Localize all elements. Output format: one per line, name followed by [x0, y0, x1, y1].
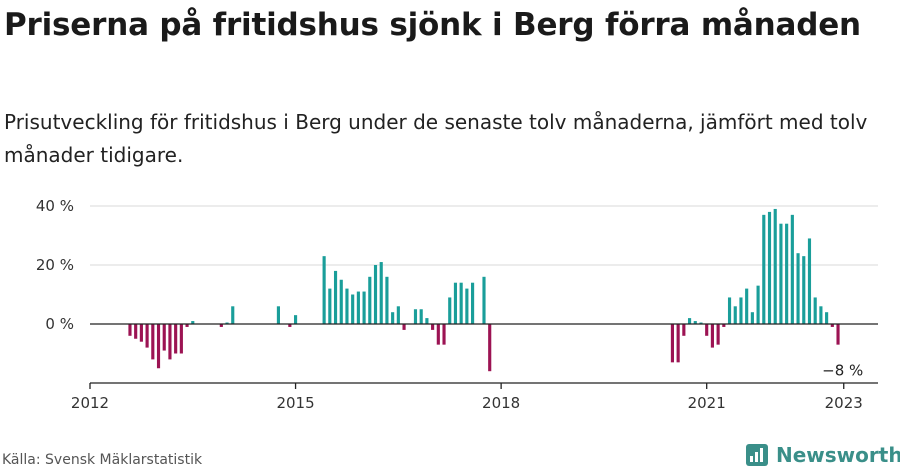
bar	[767, 211, 772, 324]
bar	[231, 306, 235, 324]
bar	[368, 276, 372, 324]
bar	[413, 309, 418, 324]
bar	[396, 306, 400, 324]
bar	[288, 324, 292, 327]
bar	[745, 288, 749, 324]
bar	[750, 312, 754, 324]
bar	[134, 324, 138, 339]
bar	[830, 324, 834, 327]
bar	[442, 324, 446, 345]
bar	[693, 321, 697, 324]
bar	[322, 256, 326, 324]
bar	[448, 297, 452, 324]
x-tick-label: 2018	[482, 394, 520, 412]
bar	[419, 309, 423, 324]
bar	[139, 324, 143, 342]
bar	[431, 324, 435, 330]
bar	[682, 324, 686, 336]
bar	[790, 214, 794, 324]
bar	[459, 282, 463, 324]
bar	[807, 238, 812, 324]
bar	[156, 324, 161, 369]
bar	[162, 324, 166, 351]
x-tick-label: 2023	[825, 394, 863, 412]
bar	[373, 265, 378, 324]
bar	[773, 208, 777, 324]
bar	[687, 318, 692, 324]
bar	[168, 324, 172, 360]
bar	[699, 322, 703, 324]
chart-title: Priserna på fritidshus sjönk i Berg förr…	[4, 7, 861, 43]
bar	[825, 312, 829, 324]
y-tick-label: 40 %	[36, 197, 74, 215]
bar	[333, 270, 338, 324]
bar	[345, 288, 349, 324]
bar	[739, 297, 743, 324]
bar	[425, 318, 429, 324]
bar-chart-icon	[746, 444, 768, 466]
bar	[179, 324, 183, 354]
bar	[276, 306, 280, 324]
bar	[762, 214, 766, 324]
bar	[379, 262, 383, 324]
bar	[802, 256, 806, 324]
bar	[356, 291, 360, 324]
bar	[670, 324, 674, 363]
y-tick-label: 20 %	[36, 256, 74, 274]
bar-chart: 0 % 20 % 40 % 2012 2015 2018 2021 2023 −8 %	[36, 197, 878, 412]
bar	[727, 297, 732, 324]
bar	[453, 282, 458, 324]
source-note: Källa: Svensk Mäklarstatistik	[2, 452, 203, 468]
bar	[174, 324, 178, 354]
bar	[836, 324, 840, 345]
bar	[293, 315, 298, 324]
bar	[733, 306, 737, 324]
bar	[225, 322, 229, 324]
brand-logo: Newsworthy	[746, 443, 900, 467]
bar	[710, 324, 714, 348]
bar	[705, 324, 709, 336]
bar	[436, 324, 440, 345]
bar	[785, 223, 789, 324]
bar	[813, 297, 817, 324]
bar	[219, 324, 223, 327]
last-value-label: −8 %	[822, 362, 863, 380]
x-tick-label: 2012	[71, 394, 109, 412]
bar	[191, 321, 195, 324]
bar	[128, 324, 132, 336]
y-tick-label: 0 %	[45, 315, 74, 333]
bar	[756, 285, 760, 324]
bar	[351, 294, 355, 324]
bar	[402, 324, 406, 330]
x-tick-label: 2021	[688, 394, 726, 412]
bar	[328, 288, 332, 324]
bar	[339, 279, 343, 324]
bar	[145, 324, 149, 348]
bar	[819, 306, 823, 324]
bar	[391, 312, 395, 324]
bar	[362, 291, 366, 324]
bar	[779, 223, 783, 324]
bar	[482, 276, 486, 324]
bar	[716, 324, 720, 345]
bar	[488, 324, 492, 372]
bar	[676, 324, 680, 363]
bar	[465, 288, 469, 324]
bar	[185, 324, 189, 327]
bar	[385, 276, 389, 324]
bar	[151, 324, 155, 360]
bar	[722, 324, 726, 327]
x-tick-label: 2015	[276, 394, 314, 412]
bar	[796, 253, 800, 324]
bar	[471, 282, 475, 324]
chart-subtitle: Prisutveckling för fritidshus i Berg und…	[4, 110, 868, 167]
brand-name: Newsworthy	[776, 443, 900, 467]
